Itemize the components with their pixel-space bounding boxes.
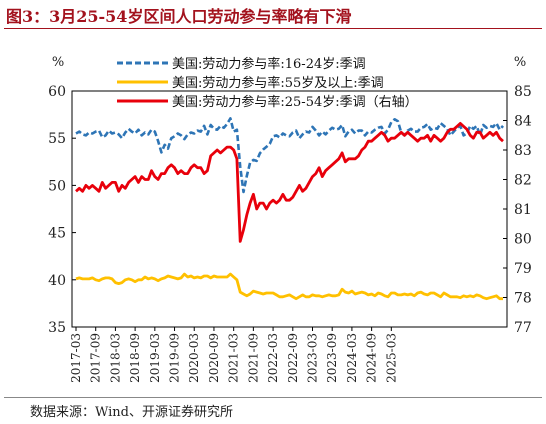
source-divider — [4, 397, 542, 398]
series-line-right-e8000b — [75, 122, 504, 243]
title-divider — [4, 28, 542, 29]
x-tick-label: 2018-09 — [128, 333, 142, 383]
right-tick-label: 78 — [514, 291, 532, 307]
right-tick-label: 77 — [514, 320, 532, 336]
x-tick-label: 2024-09 — [365, 333, 379, 383]
x-tick-label: 2025-03 — [384, 333, 398, 383]
right-tick-label: 81 — [514, 202, 532, 218]
series-line-left-ffc000 — [75, 272, 503, 301]
x-tick-label: 2019-03 — [148, 333, 162, 383]
legend-label: 美国:劳动力参与率:16-24岁:季调 — [172, 56, 366, 72]
x-tick-label: 2020-03 — [187, 333, 201, 383]
right-tick-label: 80 — [514, 232, 532, 248]
x-tick-label: 2021-03 — [227, 333, 241, 383]
x-tick-label: 2023-03 — [305, 333, 319, 383]
x-tick-label: 2018-03 — [108, 333, 122, 383]
right-tick-label: 83 — [514, 143, 532, 159]
left-tick-label: 35 — [48, 320, 66, 336]
chart-title: 图3：3月25-54岁区间人口劳动参与率略有下滑 — [6, 7, 352, 26]
x-axis: 2017-03 2017-09 2018-03 2018-09 2019-03 2019-… — [69, 327, 398, 383]
x-tick-label: 2017-09 — [89, 333, 103, 383]
left-tick-label: 55 — [48, 131, 66, 147]
legend-label: 美国:劳动力参与率:25-54岁:季调（右轴） — [172, 94, 418, 110]
right-tick-label: 79 — [514, 261, 532, 277]
x-tick-label: 2020-09 — [207, 333, 221, 383]
series-line-left-2e75b6 — [75, 117, 504, 194]
left-axis: % 35 40 45 50 55 60 — [48, 55, 76, 336]
right-tick-label: 82 — [514, 173, 532, 189]
x-tick-label: 2022-03 — [266, 333, 280, 383]
right-axis: % 77 78 79 80 81 82 83 84 85 — [503, 55, 532, 336]
x-tick-label: 2023-09 — [325, 333, 339, 383]
right-tick-label: 84 — [514, 114, 532, 130]
x-tick-label: 2019-09 — [168, 333, 182, 383]
plot-border — [71, 90, 508, 328]
plot-frame — [71, 90, 508, 328]
left-tick-label: 40 — [48, 273, 66, 289]
right-axis-unit: % — [514, 55, 526, 70]
legend: 美国:劳动力参与率:16-24岁:季调美国:劳动力参与率:55岁及以上:季调美国… — [117, 56, 418, 110]
left-tick-label: 60 — [48, 84, 66, 100]
left-tick-label: 50 — [48, 178, 66, 194]
source-note: 数据来源：Wind、开源证券研究所 — [30, 405, 233, 420]
right-tick-label: 85 — [514, 84, 532, 100]
legend-label: 美国:劳动力参与率:55岁及以上:季调 — [172, 75, 384, 91]
left-axis-unit: % — [52, 55, 64, 70]
x-tick-label: 2024-03 — [345, 333, 359, 383]
left-tick-label: 45 — [48, 226, 66, 242]
x-tick-label: 2017-03 — [69, 333, 83, 383]
x-tick-label: 2021-09 — [246, 333, 260, 383]
x-tick-label: 2022-09 — [286, 333, 300, 383]
series-lines — [75, 117, 504, 301]
